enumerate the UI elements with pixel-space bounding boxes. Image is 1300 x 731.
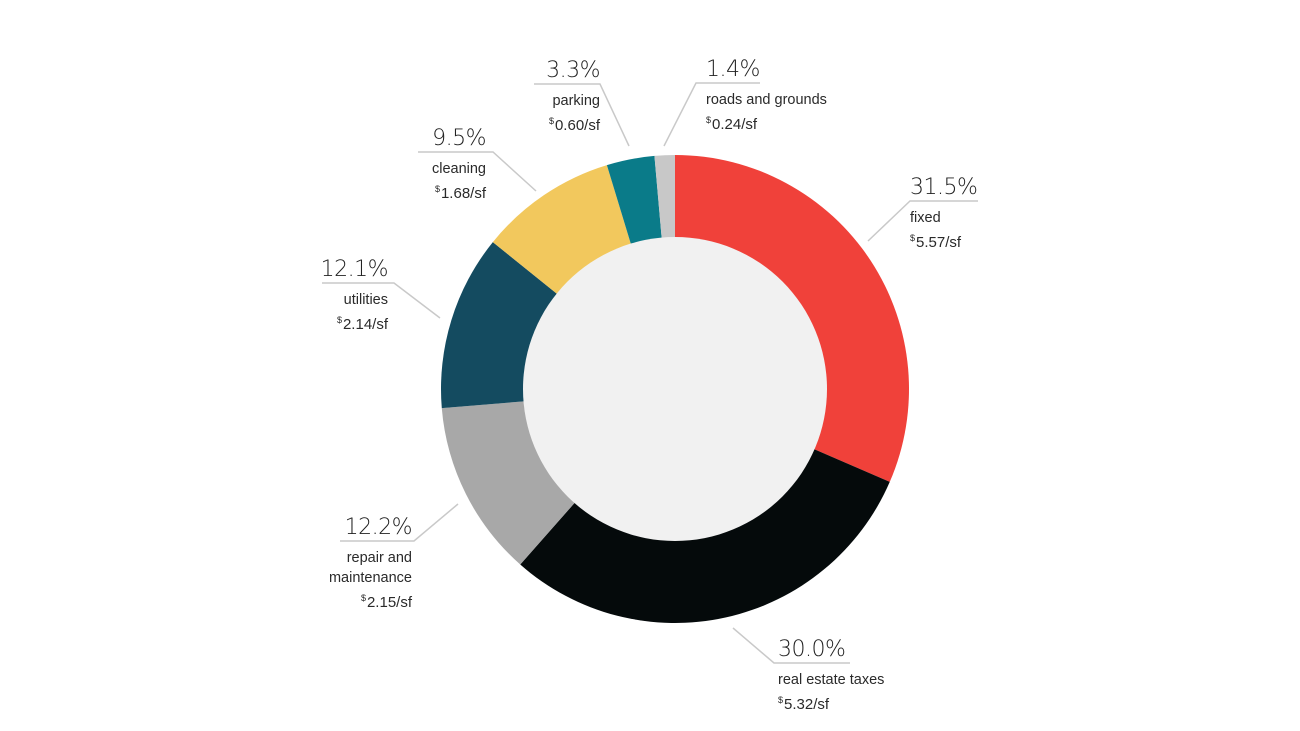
value-utilities: $2.14/sf <box>336 315 388 333</box>
pct-repair: 12.2% <box>344 515 413 540</box>
label-roads-and-grounds: 1.4% roads and grounds $0.24/sf <box>706 57 876 135</box>
value-cleaning: $1.68/sf <box>434 184 486 202</box>
name-real-estate-taxes: real estate taxes <box>778 672 885 688</box>
leader-lines <box>322 82 978 664</box>
leader-line-cleaning <box>418 151 537 192</box>
label-utilities: 12.1% utilities $2.14/sf <box>238 257 389 335</box>
name-utilities: utilities <box>343 292 388 308</box>
pct-fixed: 31.5% <box>910 175 978 200</box>
value-real-estate-taxes: $5.32/sf <box>778 695 830 713</box>
donut-center <box>523 237 827 541</box>
leader-line-roads <box>663 82 760 147</box>
leader-line-repair <box>340 503 459 542</box>
value-repair: $2.15/sf <box>360 593 412 611</box>
label-fixed: 31.5% fixed $5.57/sf <box>910 175 1060 253</box>
value-parking: $0.60/sf <box>548 116 600 134</box>
pct-utilities: 12.1% <box>320 257 389 282</box>
label-cleaning: 9.5% cleaning $1.68/sf <box>336 126 487 204</box>
name-parking: parking <box>552 93 600 109</box>
value-roads: $0.24/sf <box>706 115 758 133</box>
pct-real-estate-taxes: 30.0% <box>778 637 846 662</box>
label-real-estate-taxes: 30.0% real estate taxes $5.32/sf <box>778 637 938 715</box>
pct-roads: 1.4% <box>706 57 760 82</box>
pct-parking: 3.3% <box>546 58 600 83</box>
name-roads: roads and grounds <box>706 92 827 108</box>
name-repair-line1: repair and <box>346 550 412 566</box>
name-fixed: fixed <box>910 210 941 226</box>
leader-line-utilities <box>322 282 441 319</box>
name-repair-line2: maintenance <box>328 570 412 586</box>
label-parking: 3.3% parking $0.60/sf <box>450 58 600 136</box>
name-cleaning: cleaning <box>431 161 486 177</box>
leader-line-fixed <box>867 200 978 242</box>
leader-line-real-estate-taxes <box>732 627 850 664</box>
pct-cleaning: 9.5% <box>432 126 486 151</box>
value-fixed: $5.57/sf <box>910 233 962 251</box>
label-repair-and-maintenance: 12.2% repair and maintenance $2.15/sf <box>262 515 413 613</box>
leader-line-parking <box>534 83 630 147</box>
